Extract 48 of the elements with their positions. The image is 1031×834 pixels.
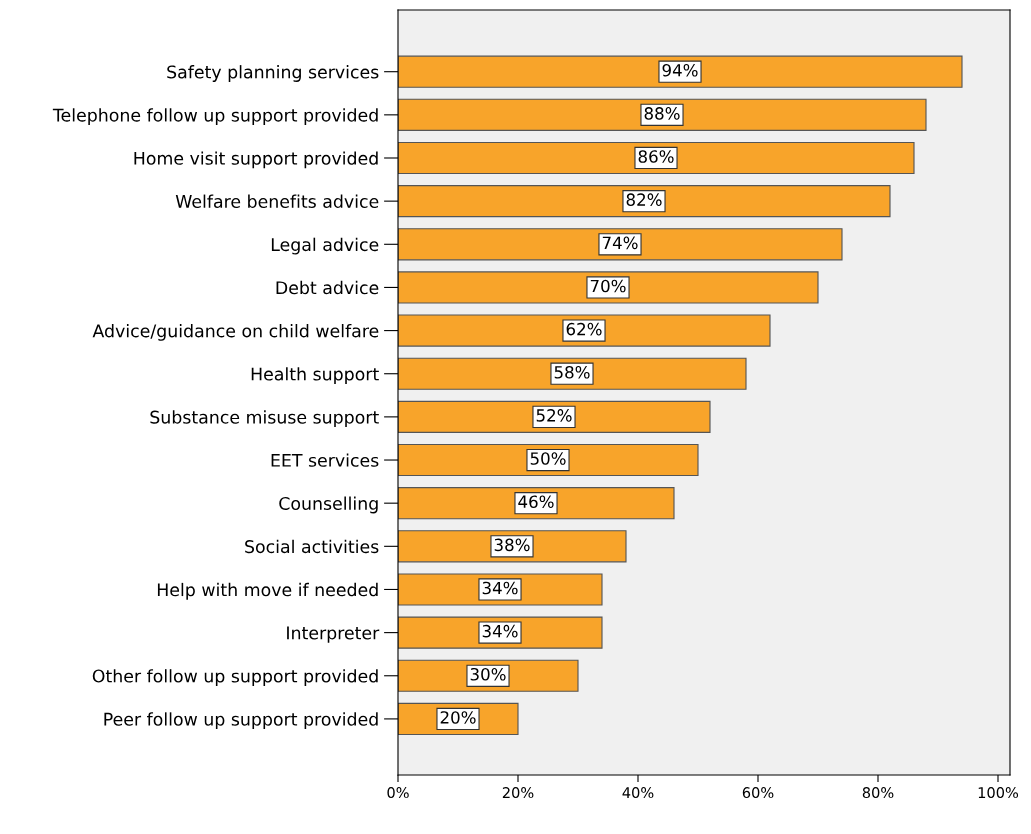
data-label: 88% [644,107,680,120]
y-tick-label: Home visit support provided [134,151,378,169]
data-label: 74% [602,236,638,250]
data-label: 34% [482,624,518,638]
x-tick-label: 100% [978,787,1019,799]
data-label: 52% [536,409,572,422]
x-tick-label: 0% [387,787,409,799]
bar [398,443,699,477]
y-tick-label: Safety planning services [167,65,379,82]
data-label: 34% [482,581,518,595]
y-tick-label: Welfare benefits advice [175,194,379,208]
data-label: 94% [662,63,698,77]
data-label: 62% [566,322,602,336]
bar [398,271,819,304]
data-label: 70% [590,279,626,293]
x-tick-label: 40% [622,787,654,799]
y-tick-label: Debt advice [276,280,379,295]
y-tick-label: Peer follow up support provided [104,712,378,730]
data-label: 86% [638,150,674,163]
data-label: 38% [494,538,530,552]
y-tick-label: Social activities [245,539,379,554]
y-tick-label: Telephone follow up support provided [52,108,378,126]
y-tick-label: Health support [251,367,379,384]
x-tick-label: 60% [742,787,774,799]
y-tick-label: Help with move if needed [157,582,378,600]
bar [398,98,927,131]
data-label: 58% [554,365,590,379]
y-tick-label: Counselling [279,496,378,514]
bar [398,185,891,218]
data-label: 46% [518,495,554,509]
bar [398,55,963,88]
bar [398,228,843,261]
bar [398,357,747,390]
data-label: 20% [440,711,476,724]
x-tick-label: 80% [862,787,894,799]
data-label: 50% [530,452,566,465]
y-tick-label: Other follow up support provided [92,669,378,686]
y-tick-label: Legal advice [271,237,379,255]
bar [398,141,915,175]
data-label: 82% [626,193,662,206]
bar [398,400,711,433]
y-tick-label: EET services [271,453,379,467]
y-tick-label: Substance misuse support [150,410,379,428]
bar [398,314,771,347]
y-tick-label: Advice/guidance on child welfare [92,323,379,341]
data-label: 30% [470,667,506,681]
y-tick-label: Interpreter [287,626,380,643]
x-tick-label: 20% [502,787,534,799]
